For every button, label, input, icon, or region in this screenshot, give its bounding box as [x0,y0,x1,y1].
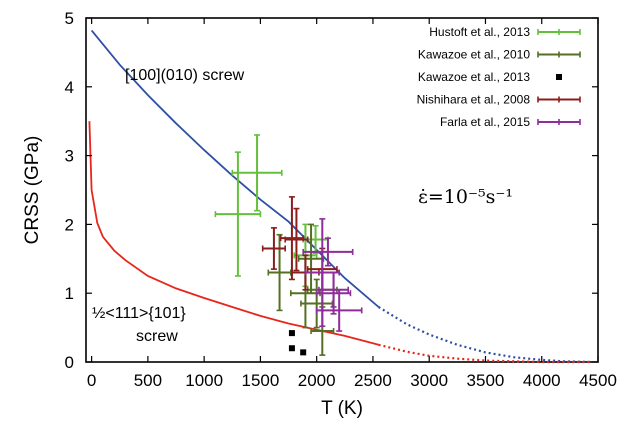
data-point-square [288,330,295,337]
x-axis-title: T (K) [321,398,363,419]
y-tick-label: 5 [65,9,74,28]
legend: Hustoft et al., 2013 Kawazoe et al., 2010… [417,25,581,129]
x-tick-label: 4500 [579,371,617,390]
x-tick-label: 2000 [298,371,336,390]
annotation-strain-rate: ε̇=10⁻⁵s⁻¹ [418,186,513,208]
legend-symbol [556,74,562,80]
model-curve-extrapolated [378,343,593,364]
annotation-100-screw: [100](010) screw [125,67,245,84]
data-point-square [300,349,307,356]
y-tick-label: 2 [65,215,74,234]
x-tick-label: 4000 [523,371,561,390]
annotation-111-screw-line2: screw [136,328,178,345]
x-tick-label: 1000 [185,371,223,390]
data-points [214,134,363,356]
model-curve-extrapolated [378,306,593,364]
y-axis-title: CRSS (GPa) [22,136,43,245]
legend-label: Nishihara et al., 2008 [417,93,531,107]
x-tick-label: 2500 [354,371,392,390]
y-tick-label: 3 [65,147,74,166]
x-tick-label: 3500 [467,371,505,390]
plot-frame [85,17,599,363]
data-point-square [288,345,295,352]
annotation-111-screw-line1: ½<111>{101} [92,305,186,322]
x-tick-label: 0 [87,371,96,390]
axis-ticks: 0 500 1000 1500 2000 2500 3000 3500 4000 4500 0 1 2 3… [65,9,617,390]
y-tick-label: 1 [65,284,74,303]
legend-label: Farla et al., 2015 [440,115,530,129]
y-tick-label: 0 [65,353,74,372]
legend-label: Kawazoe et al., 2013 [418,70,530,84]
x-tick-label: 500 [134,371,162,390]
y-tick-label: 4 [65,78,74,97]
x-tick-label: 3000 [410,371,448,390]
legend-label: Hustoft et al., 2013 [429,25,530,39]
x-tick-label: 1500 [242,371,280,390]
legend-label: Kawazoe et al., 2010 [418,48,530,62]
